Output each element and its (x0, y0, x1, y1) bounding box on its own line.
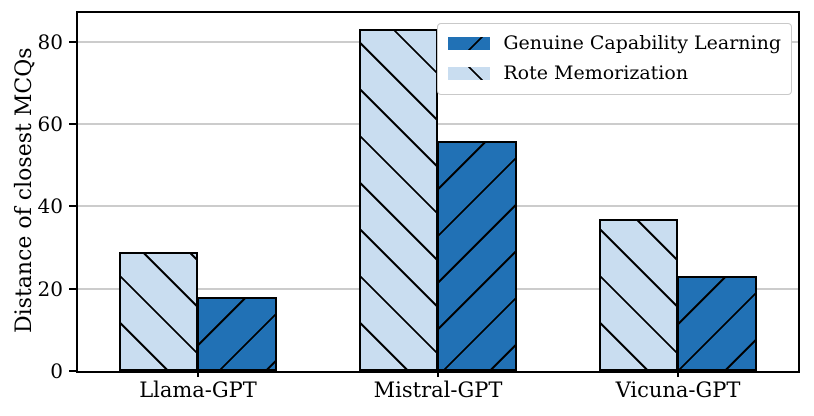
gridline-60 (78, 123, 798, 126)
x-tick-mark (677, 371, 679, 377)
x-tick-mark (437, 371, 439, 377)
y-tick-label: 60 (37, 112, 63, 137)
y-tick-label: 80 (37, 29, 63, 54)
legend-item-genuine-capability-learning: Genuine Capability Learning (448, 29, 781, 59)
y-tick-label: 0 (50, 359, 63, 383)
x-tick-label: Vicuna-GPT (615, 378, 741, 402)
y-tick-label: 40 (37, 194, 63, 219)
bar-vicuna-gpt-genuine-capability-learning (677, 276, 757, 371)
y-axis-ticks: 0 20 40 60 80 (0, 13, 76, 381)
bar-mistral-gpt-rote-memorization (359, 29, 438, 371)
y-tick-mark (69, 205, 76, 208)
y-tick-mark (69, 370, 76, 372)
bar-llama-gpt-genuine-capability-learning (197, 296, 277, 371)
x-axis-ticks: Llama-GPT Mistral-GPT Vicuna-GPT (78, 371, 798, 413)
legend-swatch (448, 67, 491, 81)
legend: Genuine Capability Learning Rote Memoriza… (437, 23, 792, 95)
legend-item-rote-memorization: Rote Memorization (448, 59, 781, 89)
y-tick-mark (69, 123, 76, 126)
y-tick-mark (69, 40, 76, 43)
legend-swatch (448, 37, 491, 51)
y-tick-mark (69, 287, 76, 290)
legend-label: Rote Memorization (503, 61, 689, 84)
x-tick-label: Mistral-GPT (373, 378, 503, 402)
x-tick-label: Llama-GPT (139, 378, 257, 402)
y-tick-label: 20 (37, 276, 63, 301)
plot-area: Genuine Capability Learning Rote Memoriza… (76, 11, 800, 373)
x-tick-mark (197, 371, 199, 377)
bar-vicuna-gpt-rote-memorization (599, 218, 678, 371)
bar-llama-gpt-rote-memorization (119, 251, 198, 371)
legend-label: Genuine Capability Learning (503, 32, 781, 54)
bar-mistral-gpt-genuine-capability-learning (437, 140, 517, 371)
